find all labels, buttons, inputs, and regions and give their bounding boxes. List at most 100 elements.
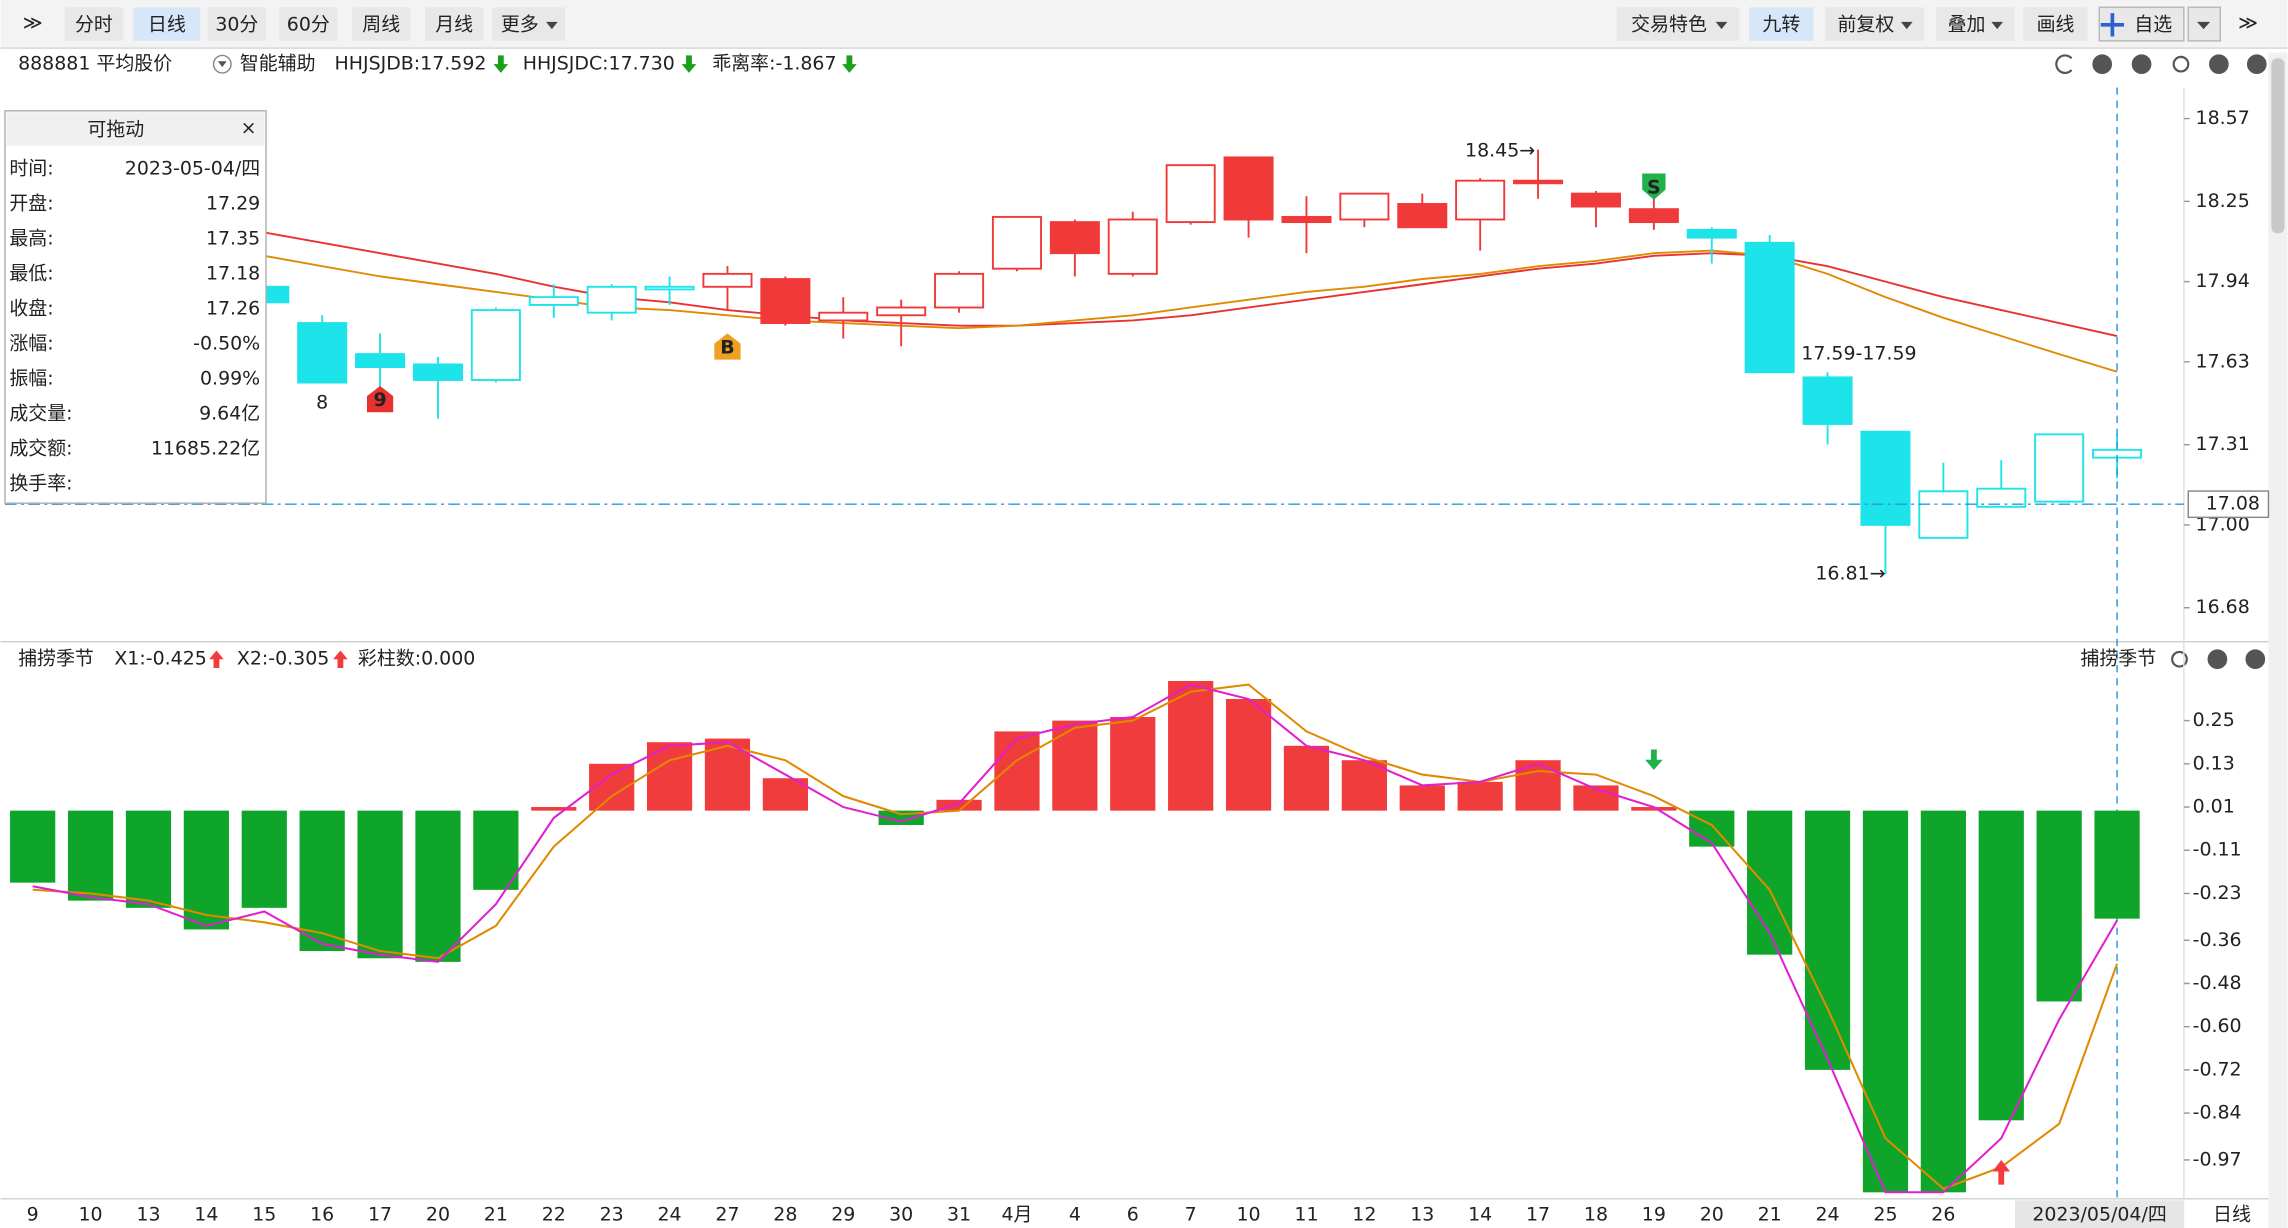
- tooltip-value: 2023-05-04/四: [125, 158, 260, 180]
- x-tick-label: 25: [1873, 1203, 1897, 1225]
- signal-label: 9: [373, 389, 386, 411]
- tooltip-close[interactable]: ×: [241, 117, 257, 139]
- tab[interactable]: [424, 7, 484, 41]
- close-icon[interactable]: [2245, 649, 2266, 670]
- candle-body: [876, 306, 927, 317]
- plus-icon: [2100, 13, 2125, 37]
- caret: [1715, 21, 1728, 30]
- bar: [936, 799, 982, 811]
- settings-icon[interactable]: [2171, 650, 2188, 668]
- candle-body: [760, 278, 811, 324]
- indicator-value: 乖离率:-1.867: [712, 53, 836, 75]
- x-tick-label: 31: [947, 1203, 971, 1225]
- signal-marker: [366, 385, 394, 413]
- tooltip[interactable]: 可拖动 × 时间: 2023-05-04/四开盘: 17.29 最高: 17.35 最低:…: [4, 110, 267, 504]
- tooltip-value: 0.99%: [200, 368, 260, 390]
- candle-body: [644, 285, 695, 291]
- close-icon[interactable]: [2246, 54, 2267, 75]
- bar: [1978, 810, 2024, 1121]
- zoom-in-icon[interactable]: [2092, 54, 2113, 75]
- signal-arrow: [1645, 749, 1663, 770]
- tool-button[interactable]: [1749, 7, 1814, 41]
- bar: [241, 810, 287, 908]
- bar: [531, 807, 577, 811]
- candle-body: [297, 322, 348, 384]
- expand-icon[interactable]: ≫: [2238, 12, 2258, 34]
- tab[interactable]: [133, 7, 201, 41]
- bar: [473, 810, 519, 890]
- caret: [1900, 21, 1913, 30]
- refresh-icon[interactable]: [2055, 54, 2073, 75]
- tool-button[interactable]: [2023, 7, 2088, 41]
- assist-toggle[interactable]: [212, 54, 232, 74]
- up-arrow: [209, 650, 224, 668]
- candle-body: [1513, 179, 1564, 185]
- tab[interactable]: [64, 7, 124, 41]
- expand-icon[interactable]: ≫: [23, 12, 43, 34]
- candle-body: [818, 311, 869, 322]
- candle-body: [1628, 208, 1679, 224]
- y-tick-label: 17.31: [2196, 433, 2250, 455]
- tab[interactable]: [352, 7, 411, 41]
- caret: [1991, 21, 2004, 30]
- assist-label[interactable]: 智能辅助: [240, 53, 316, 75]
- candle-body: [528, 296, 579, 306]
- bar: [1804, 810, 1851, 1070]
- y-tick-label: 0.13: [2193, 752, 2235, 774]
- bar: [1457, 781, 1503, 811]
- scrollbar[interactable]: [2268, 52, 2288, 1228]
- bar: [10, 810, 56, 883]
- scroll-thumb[interactable]: [2271, 58, 2285, 234]
- candle-body: [1049, 221, 1100, 255]
- down-arrow: [842, 55, 857, 73]
- tooltip-label: 振幅:: [9, 368, 53, 390]
- signal-label: S: [1647, 177, 1661, 199]
- tooltip-label: 时间:: [9, 158, 53, 180]
- bar: [1341, 760, 1387, 811]
- candle-body: [702, 272, 753, 288]
- tab[interactable]: [207, 7, 267, 41]
- settings-icon[interactable]: [2172, 55, 2190, 73]
- tab[interactable]: [279, 7, 338, 41]
- candle-body: [2034, 433, 2085, 503]
- tooltip-value: 9.64亿: [199, 403, 260, 425]
- tab-label: 月线: [435, 13, 473, 35]
- y-tick-label: 17.63: [2196, 350, 2250, 372]
- up-arrow: [333, 650, 348, 668]
- x-label-box: [2014, 1200, 2185, 1228]
- tool-label: 前复权: [1838, 13, 1895, 35]
- tooltip-value: 17.26: [206, 298, 260, 320]
- x-tick-label: 16: [310, 1203, 334, 1225]
- annotation: 17.59-17.59: [1801, 343, 1916, 365]
- tooltip-label: 开盘:: [9, 193, 53, 215]
- x-tick-label: 10: [1237, 1203, 1261, 1225]
- candle-body: [1860, 430, 1911, 526]
- candle-body: [1918, 490, 1969, 539]
- tab-label: 30分: [215, 13, 258, 35]
- tooltip-header: [6, 112, 265, 146]
- zoom-out-icon[interactable]: [2131, 54, 2152, 75]
- x-tick-label: 15: [252, 1203, 276, 1225]
- bar: [125, 810, 172, 908]
- candle-body: [355, 353, 406, 368]
- x-tick-label: 24: [1816, 1203, 1840, 1225]
- x-tick-label: 13: [136, 1203, 160, 1225]
- crosshair-label: 17.08: [2206, 493, 2260, 515]
- bar: [1920, 810, 1966, 1193]
- bar: [357, 810, 403, 959]
- bar: [299, 810, 345, 952]
- help-icon[interactable]: [2209, 54, 2229, 75]
- tool-button[interactable]: [1935, 7, 2015, 41]
- tooltip-label: 收盘:: [9, 298, 53, 320]
- indicator-value: HHJSJDB:17.592: [335, 53, 487, 75]
- candle-body: [1455, 179, 1506, 221]
- signal-arrow: [1992, 1159, 2011, 1185]
- candle-body: [991, 215, 1042, 270]
- y-tick-label: -0.36: [2193, 929, 2242, 951]
- bar: [67, 810, 114, 901]
- candle-body: [412, 363, 463, 381]
- help-icon[interactable]: [2207, 649, 2228, 670]
- bar: [646, 742, 693, 811]
